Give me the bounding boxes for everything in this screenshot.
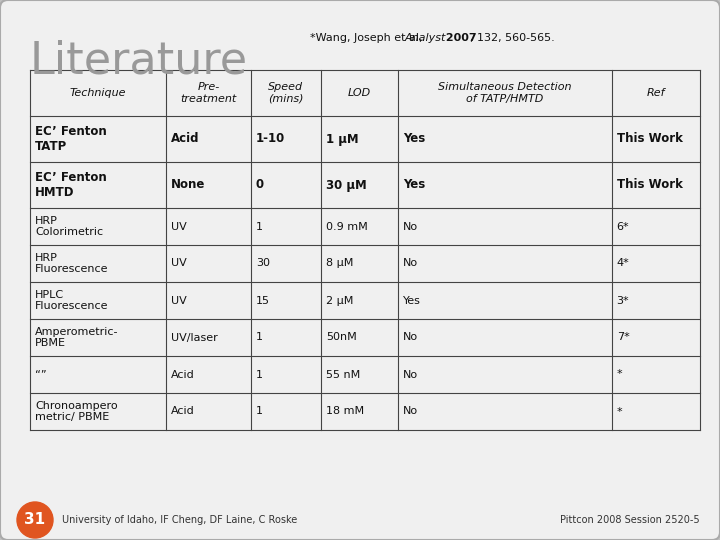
Text: 4*: 4* xyxy=(616,259,629,268)
Text: Acid: Acid xyxy=(171,369,195,380)
Text: HRP
Fluorescence: HRP Fluorescence xyxy=(35,253,109,274)
Text: 0: 0 xyxy=(256,179,264,192)
Text: 18 mM: 18 mM xyxy=(326,407,364,416)
Text: Pittcon 2008 Session 2520-5: Pittcon 2008 Session 2520-5 xyxy=(560,515,700,525)
Text: 50nM: 50nM xyxy=(326,333,356,342)
Text: *: * xyxy=(616,369,622,380)
Text: *: * xyxy=(616,407,622,416)
Text: Chronoampero
metric/ PBME: Chronoampero metric/ PBME xyxy=(35,401,117,422)
Text: 6*: 6* xyxy=(616,221,629,232)
Text: This Work: This Work xyxy=(616,179,683,192)
Text: No: No xyxy=(403,221,418,232)
Text: LOD: LOD xyxy=(348,88,371,98)
Text: UV: UV xyxy=(171,221,187,232)
Text: No: No xyxy=(403,333,418,342)
Text: UV: UV xyxy=(171,259,187,268)
Text: 7*: 7* xyxy=(616,333,629,342)
Text: Technique: Technique xyxy=(70,88,126,98)
Text: Analyst: Analyst xyxy=(405,33,446,43)
Text: Acid: Acid xyxy=(171,407,195,416)
Text: This Work: This Work xyxy=(616,132,683,145)
Text: 31: 31 xyxy=(24,512,45,528)
Text: HPLC
Fluorescence: HPLC Fluorescence xyxy=(35,289,109,311)
Text: 1-10: 1-10 xyxy=(256,132,285,145)
Text: Yes: Yes xyxy=(403,295,421,306)
Text: 1: 1 xyxy=(256,333,263,342)
Text: 1: 1 xyxy=(256,369,263,380)
Text: Yes: Yes xyxy=(403,179,426,192)
Text: Yes: Yes xyxy=(403,132,426,145)
Text: Literature: Literature xyxy=(30,40,248,83)
Text: , 132, 560-565.: , 132, 560-565. xyxy=(470,33,554,43)
Text: Acid: Acid xyxy=(171,132,199,145)
Text: No: No xyxy=(403,259,418,268)
Text: 2007: 2007 xyxy=(442,33,477,43)
Text: 0.9 mM: 0.9 mM xyxy=(326,221,368,232)
Text: 1: 1 xyxy=(256,407,263,416)
Text: 8 μM: 8 μM xyxy=(326,259,354,268)
Text: HRP
Colorimetric: HRP Colorimetric xyxy=(35,215,103,237)
Text: 1: 1 xyxy=(256,221,263,232)
Text: Ref: Ref xyxy=(647,88,665,98)
Text: UV/laser: UV/laser xyxy=(171,333,218,342)
Text: 55 nM: 55 nM xyxy=(326,369,360,380)
Circle shape xyxy=(17,502,53,538)
Text: Pre-
treatment: Pre- treatment xyxy=(181,82,237,104)
Text: EC’ Fenton
HMTD: EC’ Fenton HMTD xyxy=(35,171,107,199)
Text: No: No xyxy=(403,407,418,416)
Text: UV: UV xyxy=(171,295,187,306)
Text: Amperometric-
PBME: Amperometric- PBME xyxy=(35,327,119,348)
Text: EC’ Fenton
TATP: EC’ Fenton TATP xyxy=(35,125,107,153)
Text: “”: “” xyxy=(35,369,47,380)
Text: 15: 15 xyxy=(256,295,270,306)
Text: *Wang, Joseph et al,: *Wang, Joseph et al, xyxy=(310,33,426,43)
Text: 2 μM: 2 μM xyxy=(326,295,354,306)
Text: 30: 30 xyxy=(256,259,270,268)
Text: No: No xyxy=(403,369,418,380)
Text: 3*: 3* xyxy=(616,295,629,306)
Text: None: None xyxy=(171,179,206,192)
Text: 30 μM: 30 μM xyxy=(326,179,366,192)
Text: Simultaneous Detection
of TATP/HMTD: Simultaneous Detection of TATP/HMTD xyxy=(438,82,572,104)
Text: Speed
(mins): Speed (mins) xyxy=(268,82,304,104)
Text: University of Idaho, IF Cheng, DF Laine, C Roske: University of Idaho, IF Cheng, DF Laine,… xyxy=(62,515,297,525)
Text: 1 μM: 1 μM xyxy=(326,132,359,145)
